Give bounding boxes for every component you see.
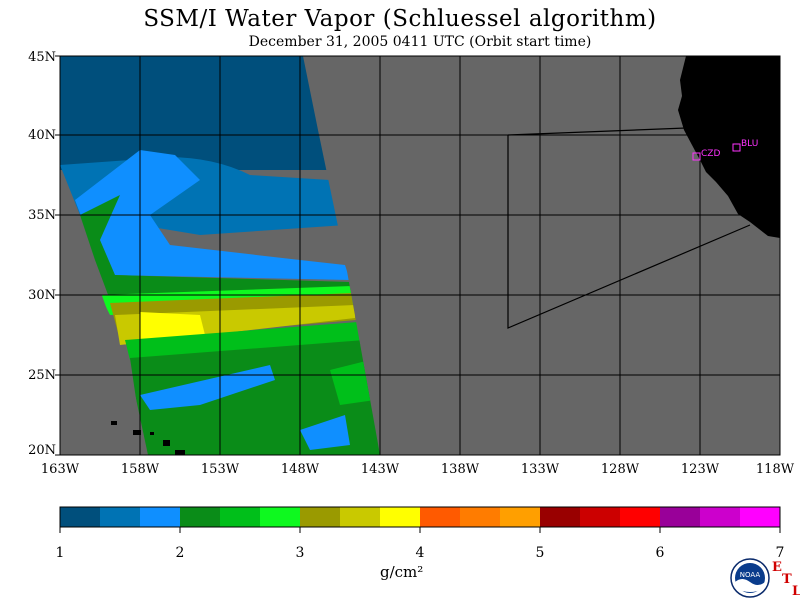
- site-czd: CZD: [692, 149, 720, 161]
- lon-label-133w: 133W: [520, 462, 560, 477]
- etl-letter-t: T: [782, 572, 792, 587]
- map-frame: [59, 55, 781, 456]
- colorbar-swatch: [620, 507, 661, 527]
- colorbar-units: g/cm²: [380, 563, 424, 581]
- lat-label-25n: 25N: [28, 368, 56, 383]
- colorbar-swatch: [660, 507, 701, 527]
- colorbar-swatch: [460, 507, 501, 527]
- colorbar-tick-7: 7: [775, 545, 785, 561]
- colorbar-ticks: [59, 527, 781, 533]
- site-blu-label: BLU: [741, 139, 758, 149]
- lat-label-40n: 40N: [28, 128, 56, 143]
- lon-label-153w: 153W: [200, 462, 240, 477]
- site-czd-marker: [692, 152, 701, 161]
- land-north-america: [678, 56, 780, 238]
- swath-band-green-south: [125, 322, 362, 360]
- site-blu-marker: [732, 143, 741, 152]
- lon-label-123w: 123W: [680, 462, 720, 477]
- etl-letter-l: L: [792, 584, 800, 599]
- colorbar-tick-1: 1: [55, 545, 65, 561]
- site-czd-label: CZD: [701, 149, 720, 159]
- colorbar-swatch: [740, 507, 781, 527]
- swath-band-blue-patch: [300, 415, 350, 450]
- colorbar-tick-6: 6: [655, 545, 665, 561]
- colorbar-swatch: [700, 507, 741, 527]
- colorbar-tick-2: 2: [175, 545, 185, 561]
- lon-label-163w: 163W: [40, 462, 80, 477]
- lon-label-158w: 158W: [120, 462, 160, 477]
- swath-band-green-east: [330, 360, 375, 405]
- colorbar-swatch: [260, 507, 301, 527]
- colorbar-swatch: [100, 507, 141, 527]
- colorbar-swatch: [580, 507, 621, 527]
- colorbar-tick-3: 3: [295, 545, 305, 561]
- colorbar-swatch: [380, 507, 421, 527]
- noaa-logo: NOAA: [730, 558, 770, 598]
- etl-letter-e: E: [772, 560, 782, 575]
- swath-band-yellow: [140, 312, 205, 342]
- colorbar-tick-5: 5: [535, 545, 545, 561]
- colorbar-tick-4: 4: [415, 545, 425, 561]
- region-outline: [507, 135, 751, 329]
- site-blu: BLU: [732, 139, 758, 152]
- lon-label-148w: 148W: [280, 462, 320, 477]
- colorbar: [60, 507, 781, 527]
- colorbar-swatch: [220, 507, 261, 527]
- colorbar-swatch: [420, 507, 461, 527]
- graticule: [60, 56, 780, 455]
- colorbar-swatch: [540, 507, 581, 527]
- hawaiian-islands: [111, 421, 185, 455]
- colorbar-swatch: [180, 507, 221, 527]
- lon-label-138w: 138W: [440, 462, 480, 477]
- lat-label-20n: 20N: [28, 443, 56, 458]
- swath-band-light-blue: [75, 150, 350, 280]
- lat-label-35n: 35N: [28, 208, 56, 223]
- map-title: SSM/I Water Vapor (Schluessel algorithm): [143, 6, 657, 32]
- lon-label-128w: 128W: [600, 462, 640, 477]
- map-subtitle: December 31, 2005 0411 UTC (Orbit start …: [248, 34, 592, 50]
- lon-label-118w: 118W: [755, 462, 795, 477]
- colorbar-swatch: [340, 507, 381, 527]
- swath-band-blue-lower: [140, 365, 275, 410]
- noaa-logo-text: NOAA: [740, 571, 761, 579]
- colorbar-swatch: [140, 507, 181, 527]
- axis-ticks: [55, 55, 60, 456]
- colorbar-swatch: [300, 507, 341, 527]
- region-outline-top: [507, 127, 687, 136]
- lat-label-30n: 30N: [28, 288, 56, 303]
- colorbar-swatch: [500, 507, 541, 527]
- lon-label-143w: 143W: [360, 462, 400, 477]
- colorbar-swatch: [60, 507, 101, 527]
- lat-label-45n: 45N: [28, 50, 56, 65]
